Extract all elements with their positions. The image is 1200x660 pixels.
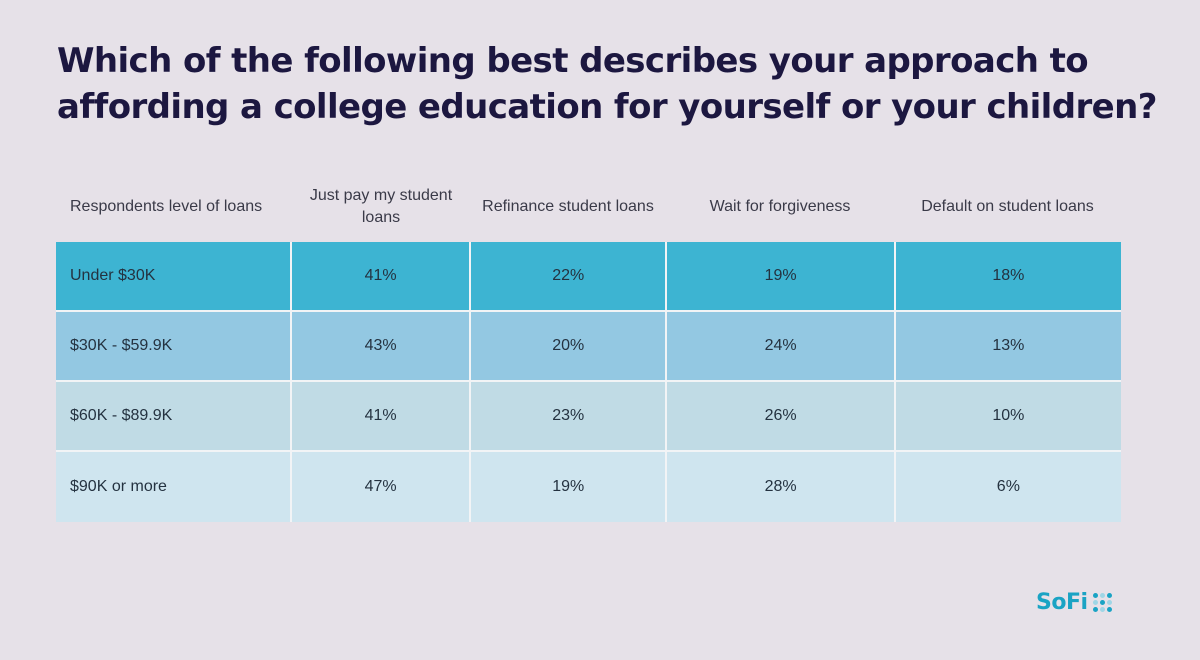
cell-value: 24% [665, 312, 893, 380]
table-row: $30K - $59.9K 43% 20% 24% 13% [56, 310, 1121, 380]
cell-value: 43% [290, 312, 469, 380]
cell-value: 41% [290, 242, 469, 310]
cell-value: 13% [893, 312, 1121, 380]
sofi-logo: SoFi [1036, 590, 1112, 615]
cell-value: 20% [468, 312, 666, 380]
table-row: $90K or more 47% 19% 28% 6% [56, 450, 1121, 522]
row-label: Under $30K [70, 267, 156, 284]
cell-value: 19% [468, 452, 666, 522]
row-label: $30K - $59.9K [70, 337, 173, 354]
cell-value: 18% [893, 242, 1121, 310]
cell-value: 6% [893, 452, 1121, 522]
chart-title: Which of the following best describes yo… [57, 41, 1157, 127]
cell-value: 23% [468, 382, 666, 450]
sofi-dots-icon [1092, 593, 1112, 612]
cell-value: 10% [893, 382, 1121, 450]
cell-value: 26% [665, 382, 893, 450]
header-loan-level: Respondents level of loans [70, 198, 263, 215]
cell-value: 22% [468, 242, 666, 310]
logo-text: SoFi [1036, 590, 1088, 615]
header-refinance: Refinance student loans [482, 198, 654, 215]
cell-value: 28% [665, 452, 893, 522]
survey-table: Respondents level of loans Just pay my s… [56, 172, 1121, 522]
table-row: Under $30K 41% 22% 19% 18% [56, 242, 1121, 310]
row-label: $90K or more [70, 478, 167, 495]
cell-value: 19% [665, 242, 893, 310]
header-wait-forgiveness: Wait for forgiveness [709, 198, 851, 215]
table-row: $60K - $89.9K 41% 23% 26% 10% [56, 380, 1121, 450]
cell-value: 47% [290, 452, 469, 522]
row-label: $60K - $89.9K [70, 407, 173, 424]
cell-value: 41% [290, 382, 469, 450]
header-default: Default on student loans [921, 198, 1094, 215]
header-just-pay: Just pay my student loans [309, 187, 453, 226]
table-header: Respondents level of loans Just pay my s… [56, 172, 1121, 242]
